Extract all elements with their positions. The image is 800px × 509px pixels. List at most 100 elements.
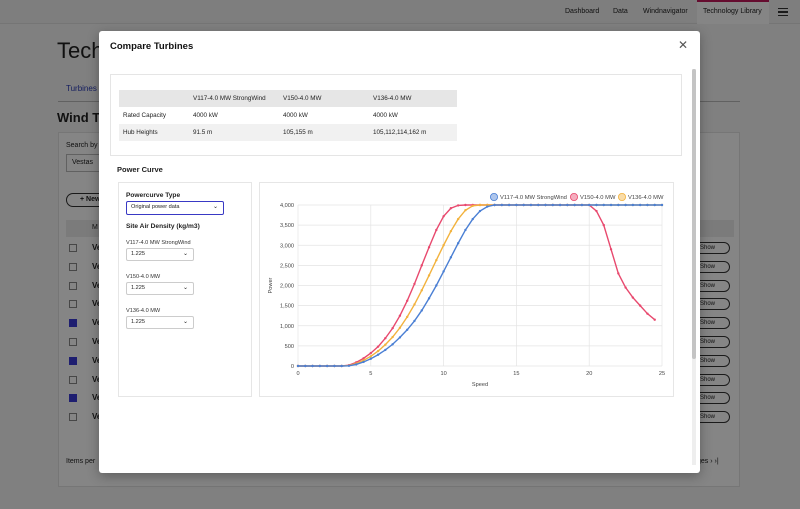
data-point bbox=[435, 258, 438, 262]
turbine-2-density-label: V150-4.0 MW bbox=[126, 274, 161, 280]
turbine-3-density-select[interactable]: 1.225 ⌄ bbox=[126, 316, 194, 329]
turbine-1-density-select[interactable]: 1.225 ⌄ bbox=[126, 248, 194, 261]
pagination[interactable]: ges › ›| bbox=[697, 458, 719, 465]
data-point bbox=[391, 326, 394, 330]
row-model-name: Ve bbox=[92, 374, 102, 384]
y-tick-label: 0 bbox=[291, 364, 294, 370]
y-tick-label: 2,500 bbox=[280, 263, 294, 269]
nav-dashboard[interactable]: Dashboard bbox=[565, 8, 600, 15]
row-checkbox[interactable] bbox=[69, 300, 77, 309]
nav-windnavigator[interactable]: Windnavigator bbox=[643, 8, 688, 15]
row-model-name: Ve bbox=[92, 355, 102, 365]
data-point bbox=[435, 228, 438, 232]
chevron-down-icon: ⌄ bbox=[212, 204, 218, 210]
nav-data[interactable]: Data bbox=[613, 8, 628, 15]
data-point bbox=[449, 256, 453, 259]
y-tick-label: 2,000 bbox=[280, 284, 294, 290]
y-tick-label: 1,000 bbox=[280, 324, 294, 330]
turbine-2-density-value: 1.225 bbox=[131, 285, 145, 291]
data-point bbox=[427, 274, 431, 277]
specs-cell: 105,112,114,162 m bbox=[373, 129, 427, 136]
specs-cell: 105,155 m bbox=[283, 129, 313, 136]
row-show-button[interactable]: Show bbox=[692, 354, 730, 367]
data-point bbox=[464, 209, 467, 212]
data-point bbox=[406, 328, 409, 331]
data-point bbox=[362, 357, 365, 360]
dialog-scrollbar[interactable] bbox=[692, 69, 696, 465]
y-axis-label: Power bbox=[268, 277, 274, 293]
table-header-model: M bbox=[92, 224, 98, 231]
nav-technology-library[interactable]: Technology Library bbox=[697, 0, 769, 24]
tab-turbines[interactable]: Turbines bbox=[66, 84, 97, 93]
data-point bbox=[406, 299, 409, 302]
row-show-button[interactable]: Show bbox=[692, 373, 730, 386]
data-point bbox=[617, 203, 620, 207]
data-point bbox=[325, 364, 329, 368]
row-show-button[interactable]: Show bbox=[692, 279, 730, 292]
data-point bbox=[653, 318, 656, 321]
x-tick-label: 25 bbox=[659, 371, 665, 377]
row-checkbox[interactable] bbox=[69, 338, 77, 346]
data-point bbox=[653, 203, 656, 207]
y-tick-label: 1,500 bbox=[280, 304, 294, 310]
row-model-name: Ve bbox=[92, 299, 102, 309]
data-point bbox=[420, 264, 423, 267]
data-point bbox=[376, 349, 380, 353]
row-checkbox[interactable] bbox=[69, 281, 77, 290]
turbine-2-density-select[interactable]: 1.225 ⌄ bbox=[126, 282, 194, 295]
data-point bbox=[442, 244, 445, 247]
row-checkbox[interactable] bbox=[69, 394, 77, 403]
data-point bbox=[420, 309, 423, 312]
specs-header-v117: V117-4.0 MW StrongWind bbox=[193, 95, 266, 102]
data-point bbox=[391, 335, 394, 339]
specs-header-row: V117-4.0 MW StrongWind V150-4.0 MW V136-… bbox=[119, 90, 457, 107]
specs-row-hub-heights: Hub Heights 91.5 m 105,155 m 105,112,114… bbox=[119, 124, 457, 141]
data-point bbox=[427, 246, 431, 249]
data-point bbox=[304, 364, 307, 368]
specs-row-rated-capacity: Rated Capacity 4000 kW 4000 kW 4000 kW bbox=[119, 107, 457, 124]
data-point bbox=[456, 242, 460, 245]
data-point bbox=[537, 203, 540, 207]
row-checkbox[interactable] bbox=[69, 262, 77, 271]
turbine-3-density-value: 1.225 bbox=[131, 319, 145, 325]
row-checkbox[interactable] bbox=[69, 356, 77, 365]
row-checkbox[interactable] bbox=[69, 375, 77, 384]
row-checkbox[interactable] bbox=[69, 413, 77, 422]
scrollbar-thumb[interactable] bbox=[692, 69, 696, 359]
row-model-name: Ve bbox=[92, 243, 102, 252]
data-point bbox=[515, 203, 518, 207]
row-checkbox[interactable] bbox=[69, 244, 77, 252]
row-model-name: Ve bbox=[92, 412, 102, 422]
specs-header-empty bbox=[119, 90, 189, 107]
data-point bbox=[456, 217, 460, 221]
data-point bbox=[551, 203, 554, 207]
row-model-name: Ve bbox=[92, 261, 102, 271]
data-point bbox=[456, 204, 460, 207]
powercurve-type-value: Original power data bbox=[131, 204, 180, 210]
turbine-3-density-label: V136-4.0 MW bbox=[126, 308, 161, 314]
hamburger-menu-icon[interactable] bbox=[778, 8, 788, 16]
x-tick-label: 20 bbox=[586, 371, 592, 377]
data-point bbox=[609, 203, 613, 207]
data-point bbox=[362, 360, 365, 364]
row-show-button[interactable]: Show bbox=[692, 336, 730, 348]
powercurve-type-select[interactable]: Original power data ⌄ bbox=[126, 201, 224, 215]
close-icon[interactable]: ✕ bbox=[677, 38, 689, 52]
air-density-label: Site Air Density (kg/m3) bbox=[126, 223, 200, 230]
data-point bbox=[631, 296, 635, 299]
data-point bbox=[398, 336, 402, 339]
data-point bbox=[340, 364, 343, 368]
data-point bbox=[566, 203, 569, 207]
data-point bbox=[478, 203, 482, 207]
row-show-button[interactable]: Show bbox=[692, 242, 730, 254]
specs-cell: 4000 kW bbox=[193, 112, 218, 119]
data-point bbox=[660, 203, 664, 207]
data-point bbox=[631, 203, 635, 207]
data-point bbox=[413, 282, 416, 286]
dialog-title: Compare Turbines bbox=[110, 41, 194, 52]
data-point bbox=[384, 343, 387, 346]
data-point bbox=[580, 203, 584, 207]
power-curve-title: Power Curve bbox=[117, 165, 163, 174]
row-checkbox[interactable] bbox=[69, 319, 77, 328]
data-point bbox=[507, 203, 511, 207]
